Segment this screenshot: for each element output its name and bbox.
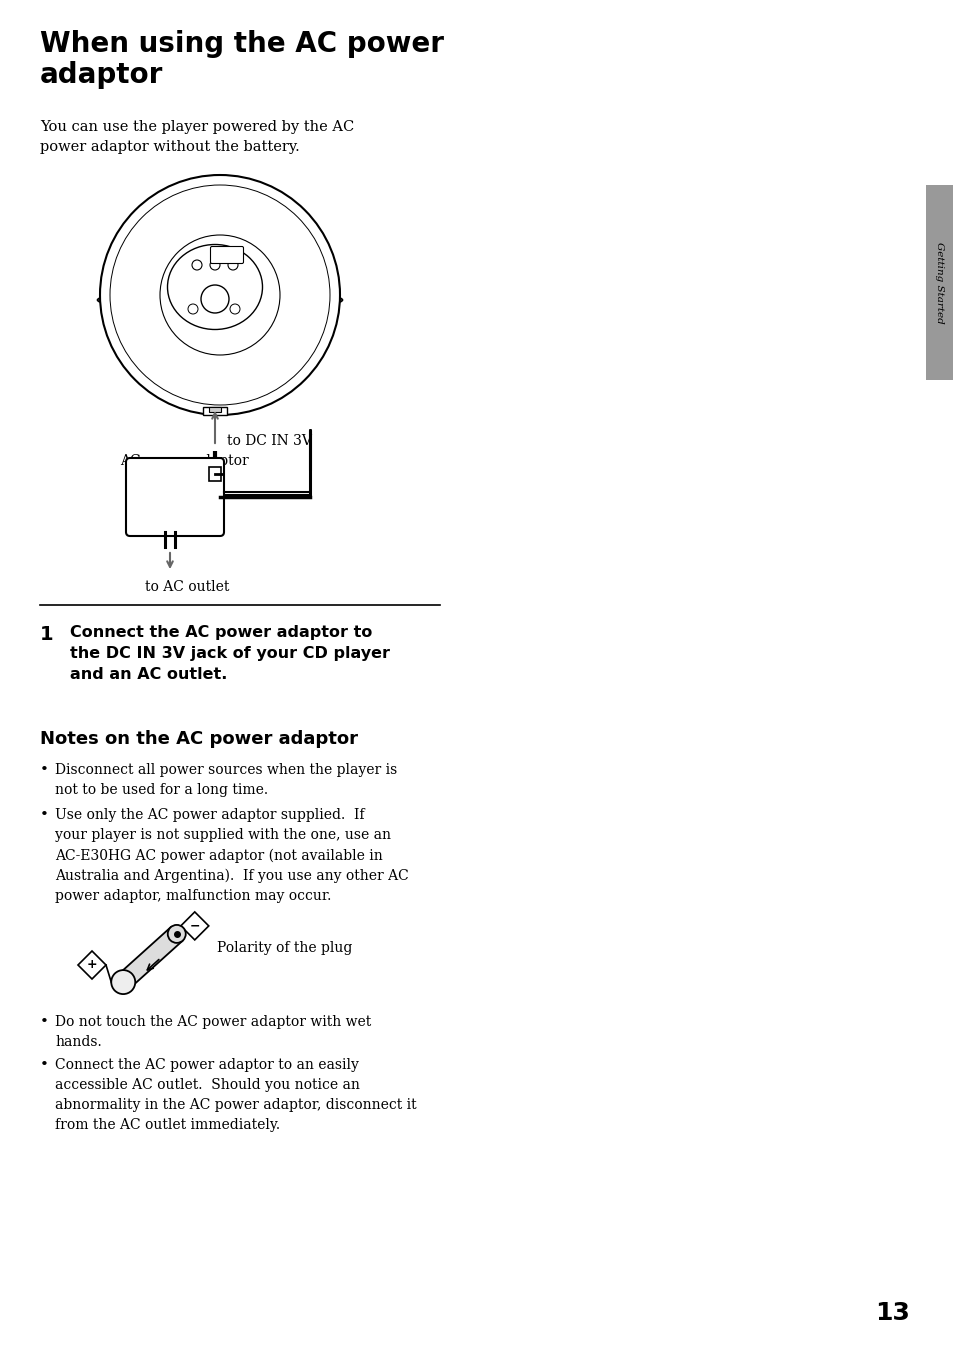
- Circle shape: [228, 261, 237, 270]
- Bar: [203, 407, 227, 415]
- Text: AC power adaptor: AC power adaptor: [120, 455, 249, 468]
- Bar: [209, 467, 221, 480]
- Text: •: •: [40, 1058, 49, 1072]
- Bar: [209, 407, 221, 413]
- Polygon shape: [117, 927, 183, 989]
- Circle shape: [112, 970, 135, 995]
- Ellipse shape: [168, 244, 262, 330]
- Circle shape: [168, 925, 186, 943]
- Text: •: •: [40, 1015, 49, 1029]
- Ellipse shape: [97, 290, 342, 309]
- Polygon shape: [180, 912, 209, 940]
- Text: Polarity of the plug: Polarity of the plug: [216, 940, 352, 955]
- Text: Use only the AC power adaptor supplied.  If
your player is not supplied with the: Use only the AC power adaptor supplied. …: [55, 807, 408, 904]
- Text: +: +: [87, 958, 97, 972]
- Text: When using the AC power
adaptor: When using the AC power adaptor: [40, 30, 443, 90]
- Text: Getting Started: Getting Started: [935, 242, 943, 323]
- Text: 1: 1: [40, 626, 53, 645]
- Circle shape: [100, 175, 339, 415]
- Text: Connect the AC power adaptor to
the DC IN 3V jack of your CD player
and an AC ou: Connect the AC power adaptor to the DC I…: [70, 626, 390, 683]
- Text: •: •: [40, 763, 49, 778]
- Text: You can use the player powered by the AC
power adaptor without the battery.: You can use the player powered by the AC…: [40, 119, 354, 155]
- Text: Disconnect all power sources when the player is
not to be used for a long time.: Disconnect all power sources when the pl…: [55, 763, 396, 797]
- Polygon shape: [78, 951, 106, 978]
- FancyBboxPatch shape: [211, 247, 243, 263]
- Text: to AC outlet: to AC outlet: [145, 579, 229, 594]
- Circle shape: [188, 304, 198, 313]
- Text: Notes on the AC power adaptor: Notes on the AC power adaptor: [40, 730, 357, 748]
- Text: −: −: [190, 920, 200, 932]
- Circle shape: [192, 261, 202, 270]
- Text: •: •: [40, 807, 49, 822]
- FancyBboxPatch shape: [126, 459, 224, 536]
- Circle shape: [210, 261, 220, 270]
- Text: Do not touch the AC power adaptor with wet
hands.: Do not touch the AC power adaptor with w…: [55, 1015, 371, 1049]
- Text: to DC IN 3V: to DC IN 3V: [227, 434, 312, 448]
- Circle shape: [160, 235, 280, 356]
- Bar: [925, 185, 953, 380]
- Circle shape: [230, 304, 240, 313]
- Text: Connect the AC power adaptor to an easily
accessible AC outlet.  Should you noti: Connect the AC power adaptor to an easil…: [55, 1058, 416, 1132]
- Circle shape: [201, 285, 229, 313]
- Text: 13: 13: [874, 1301, 909, 1324]
